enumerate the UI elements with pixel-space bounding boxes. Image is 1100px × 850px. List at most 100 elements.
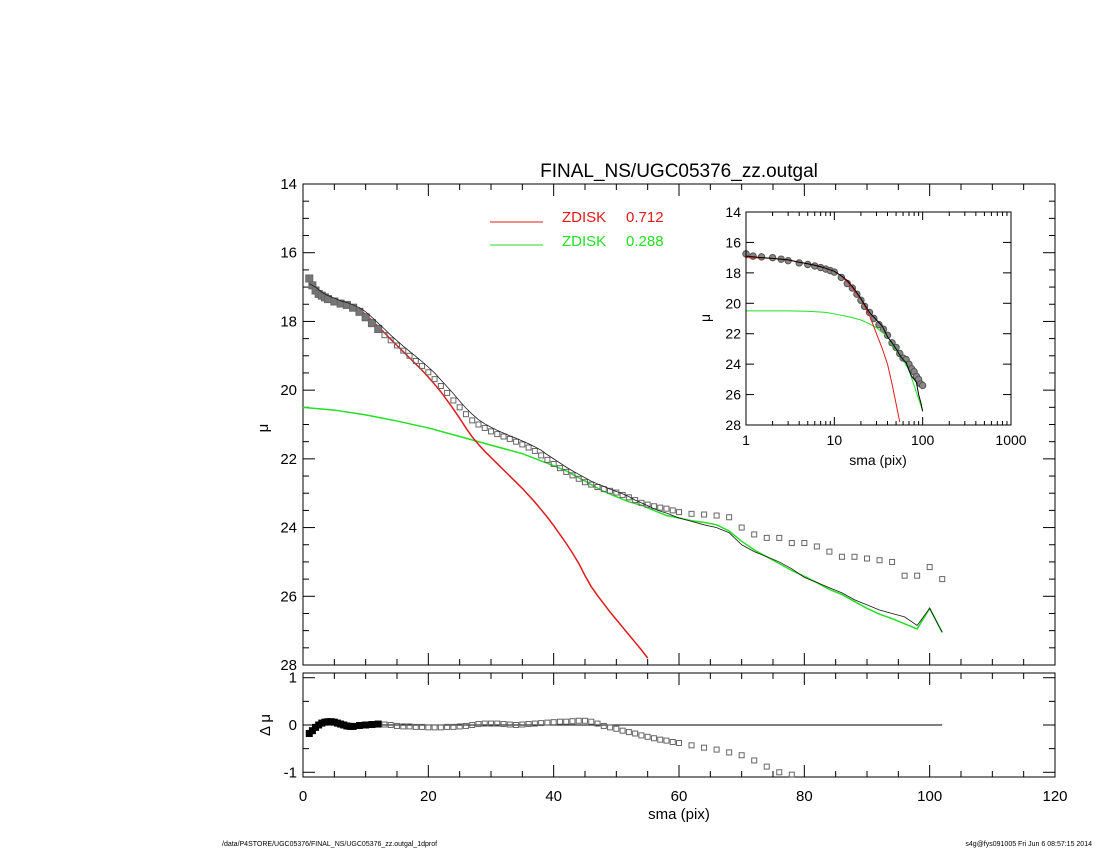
residual-plot-panel: 10-1 0 20 40 60 80 100 120 Δ μ sma (pix) bbox=[257, 670, 1068, 823]
residual-point bbox=[394, 722, 400, 729]
inset-y-tick-label: 28 bbox=[725, 417, 741, 433]
residual-point bbox=[638, 732, 645, 739]
residual-point bbox=[594, 720, 601, 727]
main-observed-point bbox=[582, 479, 588, 486]
residual-x-tick-label: 120 bbox=[1042, 788, 1067, 805]
legend: ZDISK 0.712 ZDISK 0.288 bbox=[490, 209, 664, 250]
legend-label-zdisk-2: ZDISK bbox=[562, 233, 606, 250]
residual-point bbox=[632, 730, 639, 737]
main-observed-point bbox=[663, 505, 670, 512]
residual-y-ticks: 1 0 -1 bbox=[284, 670, 1055, 781]
main-observed-point bbox=[437, 383, 444, 390]
inset-y-tick-label: 16 bbox=[725, 234, 741, 250]
main-observed-point bbox=[525, 444, 532, 451]
main-observed-point bbox=[500, 433, 507, 440]
main-observed-point bbox=[813, 543, 820, 550]
residual-point bbox=[688, 742, 695, 749]
main-observed-point bbox=[625, 494, 632, 501]
residual-point bbox=[450, 723, 457, 730]
residual-point bbox=[650, 735, 657, 742]
residual-point bbox=[494, 720, 501, 727]
main-observed-point bbox=[349, 303, 358, 312]
inset-observed-point bbox=[757, 253, 766, 261]
inset-series-group bbox=[742, 250, 927, 423]
main-observed-point bbox=[513, 438, 520, 445]
residual-x-tick-label: 0 bbox=[299, 788, 307, 805]
main-observed-point bbox=[763, 534, 770, 541]
main-observed-point bbox=[387, 337, 394, 344]
main-observed-point bbox=[851, 553, 858, 560]
residual-point bbox=[406, 723, 413, 730]
main-observed-point bbox=[450, 397, 457, 404]
residual-point bbox=[400, 723, 407, 730]
main-observed-point bbox=[431, 376, 438, 383]
main-y-tick-label: 24 bbox=[280, 520, 297, 537]
main-observed-point bbox=[381, 332, 388, 339]
main-observed-point bbox=[305, 274, 314, 283]
residual-x-axis-label: sma (pix) bbox=[648, 806, 710, 823]
main-observed-point bbox=[751, 531, 758, 538]
residual-point bbox=[738, 752, 745, 759]
residual-point bbox=[368, 721, 376, 729]
residual-point bbox=[788, 771, 795, 778]
residual-point bbox=[676, 739, 682, 746]
main-observed-point bbox=[889, 558, 896, 565]
main-observed-point bbox=[367, 319, 376, 328]
legend-label-zdisk-1: ZDISK bbox=[562, 209, 606, 226]
residual-point bbox=[469, 722, 476, 728]
main-observed-point bbox=[488, 428, 494, 435]
residual-x-tick-label: 80 bbox=[796, 788, 813, 805]
footer-user-timestamp: s4g@fys091005 Fri Jun 6 08:57:15 2014 bbox=[965, 841, 1092, 848]
main-observed-point bbox=[594, 484, 601, 491]
main-observed-point bbox=[406, 352, 413, 359]
inset-y-ticks: 14 16 18 20 22 24 26 28 bbox=[725, 204, 1011, 433]
main-observed-point bbox=[788, 540, 795, 547]
inset-x-ticks: 1 10 100 1000 bbox=[742, 212, 1027, 448]
residual-point bbox=[355, 721, 363, 729]
inset-plot-panel: 14 16 18 20 22 24 26 28 1 10 100 1000 μ sma (pix) bbox=[697, 204, 1027, 468]
main-observed-point bbox=[361, 313, 370, 322]
residual-point bbox=[419, 723, 426, 730]
residual-point bbox=[374, 720, 382, 728]
main-observed-point bbox=[481, 424, 488, 431]
main-y-ticks: 14 16 18 20 22 24 26 28 bbox=[280, 176, 1055, 674]
main-observed-point bbox=[425, 369, 432, 376]
main-observed-point bbox=[726, 514, 733, 521]
residual-point bbox=[669, 739, 676, 746]
inset-observed-point bbox=[768, 253, 777, 262]
main-observed-point bbox=[588, 481, 595, 488]
residual-y-axis-label: Δ μ bbox=[257, 714, 274, 736]
main-series-component-2-line bbox=[302, 406, 943, 633]
main-observed-point bbox=[419, 363, 426, 370]
residual-point bbox=[349, 722, 357, 730]
inset-y-tick-label: 26 bbox=[725, 387, 741, 403]
residual-point bbox=[582, 717, 588, 724]
main-observed-point bbox=[738, 524, 745, 531]
main-y-tick-label: 22 bbox=[280, 451, 297, 468]
main-series-component-1-line bbox=[308, 284, 649, 659]
main-observed-point bbox=[901, 572, 908, 579]
main-observed-point bbox=[926, 564, 933, 571]
main-observed-point bbox=[657, 504, 664, 511]
inset-x-tick-label: 1000 bbox=[995, 432, 1026, 448]
residual-point bbox=[425, 724, 432, 731]
residual-point bbox=[362, 721, 370, 729]
residual-x-tick-label: 100 bbox=[917, 788, 942, 805]
main-observed-point bbox=[544, 456, 551, 463]
inset-y-axis-label: μ bbox=[697, 314, 713, 322]
residual-point bbox=[556, 718, 563, 725]
main-observed-point bbox=[607, 487, 614, 494]
inset-y-tick-label: 18 bbox=[725, 265, 741, 281]
inset-observed-point bbox=[830, 268, 839, 276]
legend-value-zdisk-2: 0.288 bbox=[626, 233, 664, 250]
residual-point bbox=[619, 727, 626, 734]
residual-point bbox=[513, 722, 520, 728]
main-series-model-line bbox=[309, 283, 943, 633]
main-observed-point bbox=[374, 324, 383, 333]
residual-point bbox=[625, 729, 632, 736]
main-series-group bbox=[302, 274, 946, 659]
main-observed-point bbox=[475, 421, 482, 428]
residual-point bbox=[488, 720, 494, 727]
residual-point bbox=[506, 721, 513, 728]
main-observed-point bbox=[456, 404, 463, 411]
